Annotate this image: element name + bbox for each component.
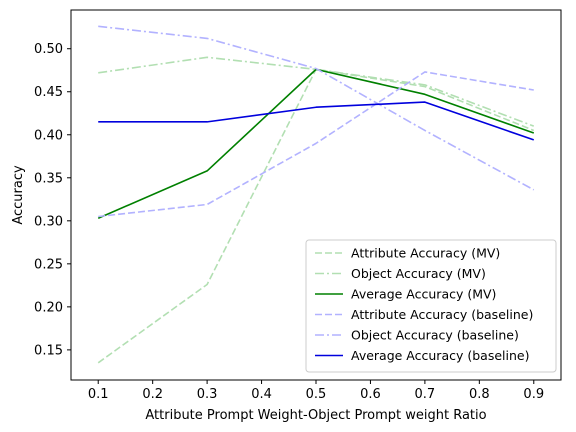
- series-line-1: [98, 56, 535, 127]
- legend-label-1: Object Accuracy (MV): [351, 266, 486, 281]
- y-axis-label: Accuracy: [11, 165, 26, 225]
- series-line-4: [98, 25, 535, 191]
- legend: Attribute Accuracy (MV) Object Accuracy (…: [305, 239, 557, 373]
- x-tick-label-7: 0.8: [469, 387, 490, 402]
- x-tick-label-4: 0.5: [306, 387, 327, 402]
- y-tick-label-4: 0.35: [34, 171, 63, 186]
- x-axis: 0.1 0.2 0.3 0.4 0.5 0.6 0.7 0.8 0.9: [88, 380, 544, 402]
- y-tick-label-0: 0.15: [34, 343, 63, 358]
- y-tick-label-6: 0.45: [34, 85, 63, 100]
- x-tick-label-3: 0.4: [251, 387, 272, 402]
- y-tick-label-7: 0.50: [34, 42, 63, 57]
- x-tick-label-2: 0.3: [197, 387, 218, 402]
- series-layer: [97, 25, 535, 364]
- x-tick-label-8: 0.9: [523, 387, 544, 402]
- y-tick-label-5: 0.40: [34, 128, 63, 143]
- y-axis: 0.15 0.20 0.25 0.30 0.35 0.40 0.45 0.50: [34, 42, 71, 358]
- series-line-3: [98, 71, 534, 218]
- legend-label-5: Average Accuracy (baseline): [351, 348, 529, 363]
- y-tick-label-1: 0.20: [34, 300, 63, 315]
- legend-label-0: Attribute Accuracy (MV): [351, 246, 500, 261]
- x-tick-label-0: 0.1: [88, 387, 109, 402]
- y-tick-label-3: 0.30: [34, 214, 63, 229]
- x-tick-label-1: 0.2: [142, 387, 163, 402]
- x-tick-label-5: 0.6: [360, 387, 381, 402]
- legend-box: [305, 239, 557, 373]
- x-tick-label-6: 0.7: [415, 387, 436, 402]
- legend-label-2: Average Accuracy (MV): [351, 287, 496, 302]
- y-tick-label-2: 0.25: [34, 257, 63, 272]
- legend-label-4: Object Accuracy (baseline): [351, 328, 519, 343]
- series-line-5: [98, 101, 535, 141]
- legend-label-3: Attribute Accuracy (baseline): [351, 307, 533, 322]
- x-axis-label: Attribute Prompt Weight-Object Prompt we…: [145, 408, 486, 423]
